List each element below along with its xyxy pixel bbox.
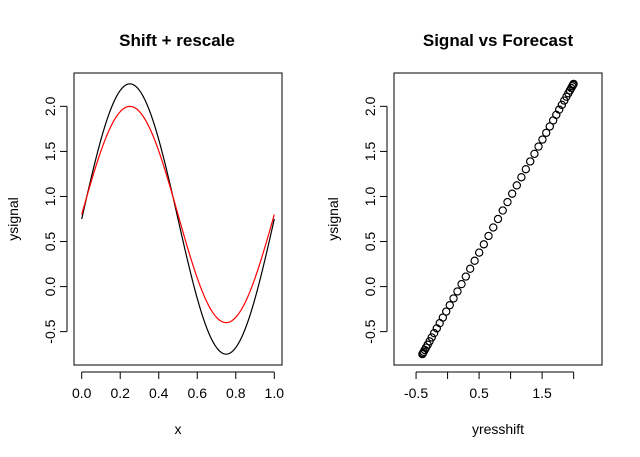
- y-axis-label: ysignal: [5, 197, 21, 241]
- scatter-point: [530, 149, 539, 158]
- y-tick-label: 1.0: [362, 187, 378, 207]
- scatter-point: [457, 280, 466, 289]
- scatter-point: [430, 329, 439, 338]
- scatter-point: [503, 197, 512, 207]
- y-axis-label: ysignal: [325, 197, 341, 241]
- panel-shift-rescale: Shift + rescale 0.0 0.2 0.4 0.6 0.8 1.0 -0.5 0…: [5, 31, 284, 437]
- scatter-point: [538, 135, 547, 144]
- scatter-point: [470, 256, 479, 265]
- x-tick-label: 0.2: [110, 385, 130, 401]
- x-axis-label: yresshift: [472, 421, 524, 437]
- y-tick-label: 0.0: [362, 277, 378, 297]
- scatter-point: [419, 347, 428, 356]
- x-tick-label: 1.5: [532, 385, 552, 401]
- x-tick-label: -0.5: [404, 385, 428, 401]
- scatter-point: [475, 248, 484, 257]
- panel-signal-vs-forecast: Signal vs Forecast -0.5 0.5 1.5 -0.5 0.0 0.5…: [325, 31, 603, 437]
- y-tick-label: 1.5: [42, 141, 58, 161]
- scatter-point: [461, 272, 470, 281]
- scatter-point: [521, 165, 530, 174]
- scatter-point: [425, 337, 434, 346]
- scatter-point: [442, 307, 451, 316]
- scatter-point: [557, 100, 566, 109]
- y-axis: -0.5 0.0 0.5 1.0 1.5 2.0: [42, 96, 68, 344]
- scatter-point: [549, 116, 558, 125]
- scatter-point: [560, 96, 569, 105]
- x-axis: -0.5 0.5 1.5: [404, 371, 575, 401]
- scatter-point: [526, 157, 535, 166]
- y-tick-label: -0.5: [362, 319, 378, 343]
- y-tick-label: 0.0: [42, 277, 58, 297]
- x-tick-label: 0.8: [226, 385, 246, 401]
- scatter-point: [489, 223, 498, 232]
- scatter-point: [445, 301, 454, 310]
- scatter-point: [493, 214, 503, 224]
- y-tick-label: 0.5: [42, 232, 58, 252]
- scatter-point: [517, 173, 526, 182]
- chart-title: Shift + rescale: [119, 31, 235, 50]
- scatter-points-group: [418, 79, 578, 359]
- x-axis-label: x: [175, 421, 182, 437]
- y-axis: -0.5 0.0 0.5 1.0 1.5 2.0: [362, 96, 388, 344]
- plot-frame: [73, 72, 283, 366]
- scatter-point: [484, 231, 493, 241]
- scatter-point: [512, 181, 521, 190]
- x-axis: 0.0 0.2 0.4 0.6 0.8 1.0: [72, 371, 285, 401]
- scatter-point: [479, 240, 488, 249]
- scatter-point: [453, 287, 462, 296]
- x-tick-label: 0.5: [469, 385, 489, 401]
- y-tick-label: 0.5: [362, 232, 378, 252]
- scatter-point: [534, 142, 543, 151]
- scatter-point: [562, 92, 571, 101]
- scatter-point: [449, 294, 458, 303]
- scatter-point: [438, 313, 447, 322]
- x-tick-label: 0.4: [149, 385, 169, 401]
- y-tick-label: 2.0: [42, 96, 58, 116]
- scatter-point: [542, 128, 551, 137]
- x-tick-label: 1.0: [265, 385, 285, 401]
- x-tick-label: 0.6: [188, 385, 208, 401]
- scatter-point: [545, 122, 554, 131]
- scatter-point: [498, 206, 507, 215]
- chart-title: Signal vs Forecast: [423, 31, 574, 50]
- y-tick-label: 1.0: [42, 187, 58, 207]
- scatter-point: [427, 333, 436, 342]
- plot-frame: [393, 72, 603, 366]
- y-tick-label: 2.0: [362, 96, 378, 116]
- scatter-point: [466, 264, 475, 273]
- y-tick-label: 1.5: [362, 141, 378, 161]
- series-line-ysignal: [81, 83, 275, 355]
- scatter-point: [568, 82, 577, 91]
- x-tick-label: 0.0: [72, 385, 92, 401]
- scatter-point: [508, 189, 517, 198]
- y-tick-label: -0.5: [42, 319, 58, 343]
- line-series-group: [81, 83, 275, 355]
- series-line-yresshift: [81, 105, 275, 324]
